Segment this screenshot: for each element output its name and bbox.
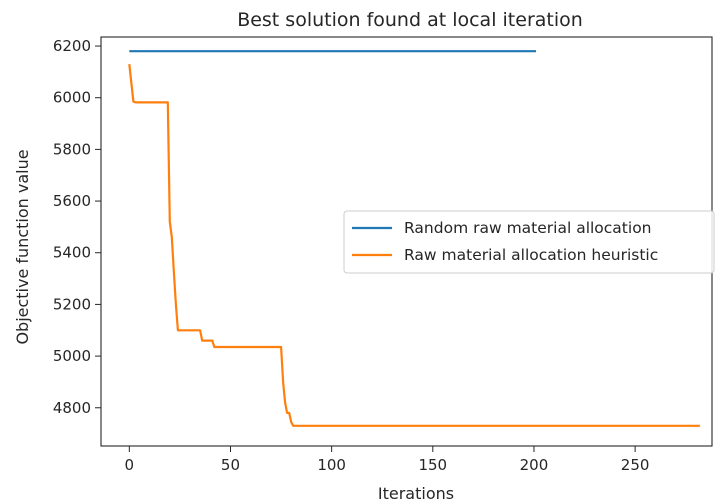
- x-tick-label: 100: [317, 456, 346, 474]
- y-tick-label: 5600: [53, 192, 91, 210]
- y-axis-label: Objective function value: [13, 149, 32, 344]
- x-axis-label: Iterations: [378, 484, 454, 503]
- y-tick-label: 6200: [53, 37, 91, 55]
- y-tick-label: 5400: [53, 244, 91, 262]
- legend-label-1: Random raw material allocation: [404, 219, 652, 237]
- x-tick-label: 0: [125, 456, 135, 474]
- legend: Random raw material allocation Raw materi…: [343, 210, 715, 274]
- y-tick-label: 5800: [53, 140, 91, 158]
- y-tick-label: 6000: [53, 89, 91, 107]
- y-tick-label: 4800: [53, 399, 91, 417]
- y-tick-label: 5200: [53, 295, 91, 313]
- x-tick-label: 250: [621, 456, 650, 474]
- x-tick-label: 150: [418, 456, 447, 474]
- x-tick-label: 200: [520, 456, 549, 474]
- series-line-2: [128, 63, 700, 427]
- legend-box: [343, 210, 715, 274]
- y-tick-label: 5000: [53, 347, 91, 365]
- legend-label-2: Raw material allocation heuristic: [404, 246, 658, 264]
- x-tick-label: 50: [221, 456, 240, 474]
- chart-title: Best solution found at local iteration: [237, 9, 583, 31]
